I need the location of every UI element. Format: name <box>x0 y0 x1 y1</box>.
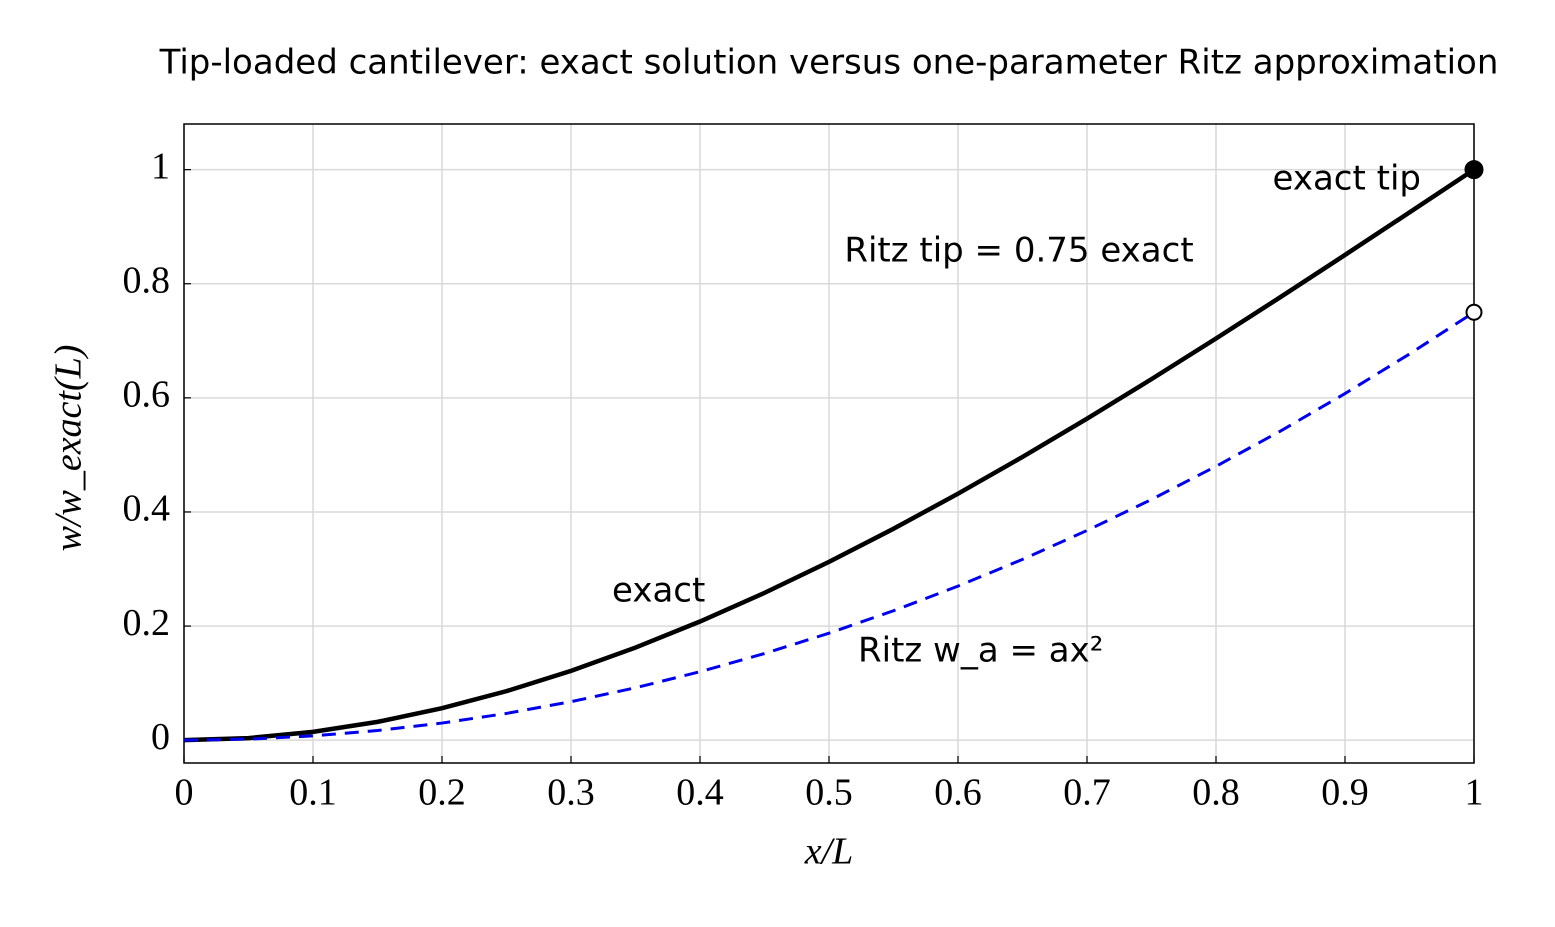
x-tick-label: 0 <box>175 772 194 814</box>
annotation: exact tip <box>1273 159 1421 199</box>
y-tick-label: 0.6 <box>123 374 171 416</box>
plot-frame <box>183 123 1475 764</box>
x-tick-label: 0.5 <box>805 772 853 814</box>
series-line <box>183 167 1476 743</box>
series-line <box>183 311 1475 742</box>
x-tick-label: 0.8 <box>1192 772 1240 814</box>
y-tick-label: 0.4 <box>123 488 171 530</box>
y-tick-label: 0 <box>151 716 170 758</box>
x-tick-label: 0.6 <box>934 772 982 814</box>
series-label: Ritz w_a = ax² <box>858 631 1103 671</box>
x-tick-label: 0.9 <box>1321 772 1369 814</box>
y-tick-label: 1 <box>151 145 170 187</box>
y-tick-label: 0.2 <box>123 602 171 644</box>
x-tick-label: 1 <box>1465 772 1484 814</box>
series-label: exact <box>612 571 705 611</box>
x-tick-label: 0.7 <box>1063 772 1111 814</box>
x-tick-label: 0.2 <box>418 772 466 814</box>
annotation: Ritz tip = 0.75 exact <box>844 231 1193 271</box>
x-tick-label: 0.3 <box>547 772 595 814</box>
y-tick-label: 0.8 <box>123 259 171 301</box>
x-tick-label: 0.4 <box>676 772 724 814</box>
chart-title: Tip-loaded cantilever: exact solution ve… <box>159 43 1499 83</box>
y-axis-label: w/w_exact(L) <box>48 345 90 552</box>
tip-marker <box>1464 160 1484 180</box>
x-axis-label: x/L <box>804 831 854 873</box>
x-tick-label: 0.1 <box>289 772 337 814</box>
tip-marker <box>1465 303 1483 321</box>
